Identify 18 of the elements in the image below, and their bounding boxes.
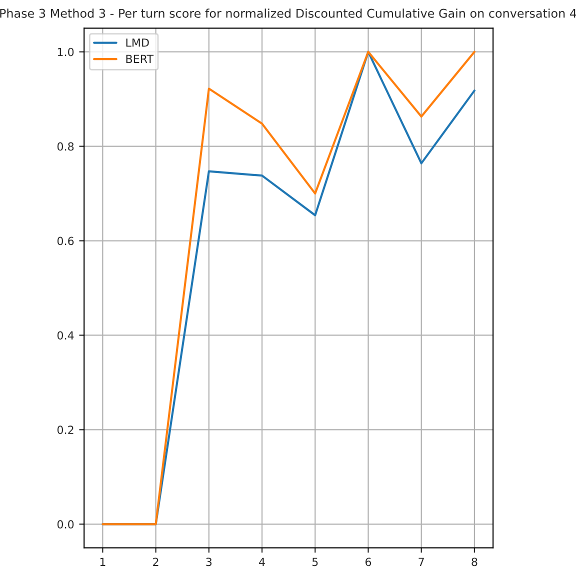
y-tick-label: 0.6: [57, 236, 74, 246]
y-tick-label: 0.0: [57, 520, 74, 529]
legend-label: LMD: [126, 38, 149, 47]
x-tick-label: 7: [418, 558, 424, 566]
chart-title: Phase 3 Method 3 - Per turn score for normalized Discounted Cumulative Gain on conversation 4: [0, 8, 576, 18]
x-tick-label: 6: [365, 558, 372, 566]
x-tick-label: 4: [259, 558, 265, 566]
line-series: [102, 50, 476, 526]
x-tick-label: 1: [100, 558, 106, 566]
y-tick-label: 0.4: [57, 331, 74, 340]
y-tick-label: 0.2: [57, 426, 74, 434]
y-tick-label: 0.8: [57, 142, 74, 151]
x-tick-label: 8: [472, 558, 478, 566]
x-tick-label: 3: [206, 558, 212, 566]
y-tick-label: 1.0: [58, 48, 74, 56]
x-tick-label: 2: [153, 558, 158, 566]
x-tick-label: 5: [312, 558, 318, 566]
legend-label: BERT: [126, 54, 154, 63]
